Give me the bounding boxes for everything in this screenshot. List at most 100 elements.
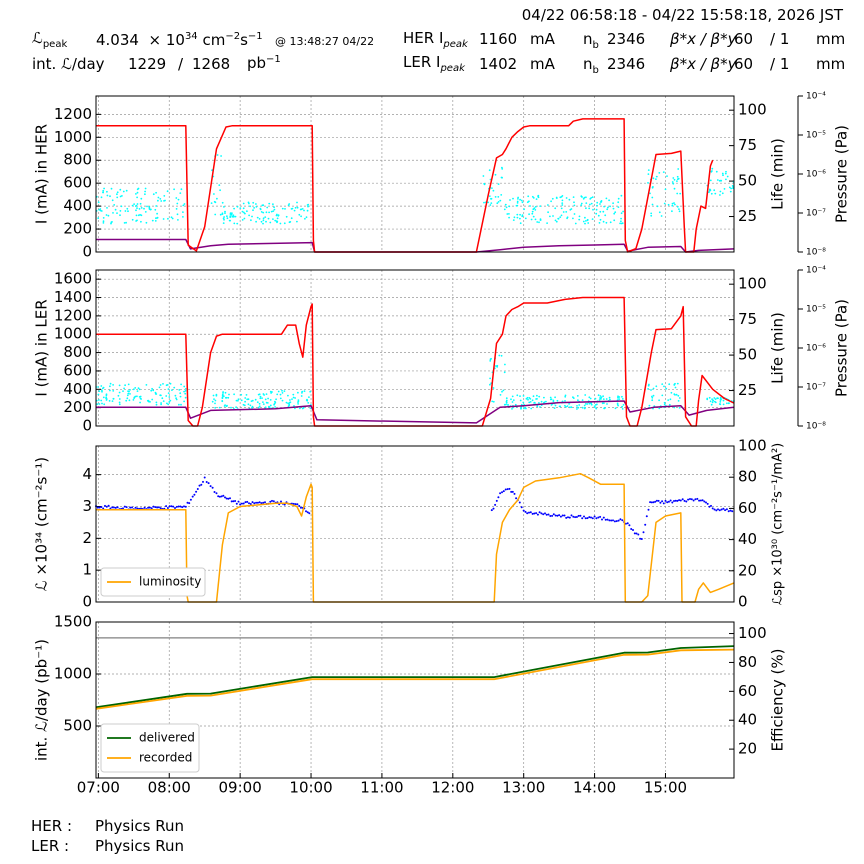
lifetime-point (224, 210, 226, 213)
lifetime-point (499, 394, 502, 396)
lifetime-point (521, 201, 524, 204)
lifetime-point (554, 207, 557, 210)
lifetime-point (170, 216, 173, 219)
lifetime-point (569, 208, 572, 211)
lifetime-point (529, 398, 532, 400)
lifetime-point (578, 218, 581, 221)
lifetime-point (516, 213, 519, 216)
lifetime-point (120, 205, 123, 208)
lifetime-point (663, 401, 666, 404)
lifetime-point (125, 399, 128, 402)
lifetime-point (565, 197, 568, 199)
specific-lumi-point (708, 505, 711, 508)
lifetime-point (167, 392, 170, 394)
lifetime-point (496, 202, 499, 205)
specific-lumi-point (713, 508, 716, 511)
lifetime-point (483, 182, 486, 185)
specific-lumi-point (637, 533, 640, 536)
lifetime-point (526, 396, 529, 399)
lifetime-point (676, 175, 679, 178)
specific-lumi-point (535, 512, 538, 515)
lifetime-point (223, 216, 226, 218)
lifetime-point (221, 396, 224, 399)
lifetime-point (519, 222, 522, 225)
specific-lumi-point (510, 490, 513, 493)
right-tick-label: 80 (738, 468, 757, 486)
specific-lumi-point (256, 501, 259, 504)
specific-lumi-point (232, 500, 235, 503)
lifetime-point (144, 190, 147, 193)
lifetime-point (101, 390, 103, 393)
specific-lumi-point (246, 500, 249, 503)
lifetime-point (182, 204, 185, 207)
lifetime-point (118, 384, 121, 387)
lifetime-point (221, 393, 224, 396)
specific-lumi-point (499, 492, 502, 495)
lifetime-point (138, 208, 141, 210)
specific-lumi-point (104, 504, 106, 507)
x-tick-label: 10:00 (289, 779, 332, 797)
lifetime-point (648, 404, 651, 407)
lifetime-point (613, 219, 616, 222)
pressure-tick-label: 10⁻⁷ (806, 383, 826, 393)
specific-lumi-point (179, 505, 182, 508)
specific-lumi-point (538, 511, 541, 514)
lifetime-point (727, 402, 730, 405)
lifetime-point (568, 198, 571, 201)
specific-lumi-point (107, 504, 110, 507)
lifetime-point (521, 215, 524, 218)
specific-lumi-point (237, 500, 240, 503)
lifetime-point (730, 187, 732, 190)
lifetime-point (265, 220, 267, 223)
lifetime-point (97, 217, 100, 220)
specific-lumi-point (96, 506, 99, 509)
lifetime-point (262, 401, 264, 403)
lifetime-point (491, 187, 493, 190)
y-tick-label: 800 (63, 151, 92, 169)
specific-lumi-point (296, 503, 299, 506)
lifetime-point (569, 406, 571, 409)
lifetime-point (650, 389, 652, 391)
specific-lumi-point (630, 528, 633, 530)
lifetime-point (524, 217, 527, 220)
lifetime-point (647, 182, 649, 184)
lifetime-point (664, 188, 667, 191)
right-tick-label: 20 (738, 740, 757, 758)
y-tick-label: 1200 (54, 105, 92, 123)
lpeak-time: @ 13:48:27 04/22 (275, 35, 375, 48)
lifetime-point (144, 211, 147, 213)
lifetime-point (221, 213, 224, 216)
lifetime-point (222, 217, 225, 220)
lifetime-point (118, 391, 121, 394)
lifetime-point (593, 405, 596, 408)
lifetime-point (222, 222, 225, 225)
specific-lumi-point (698, 499, 701, 502)
lifetime-point (289, 401, 292, 404)
specific-lumi-point (215, 492, 218, 495)
lifetime-point (306, 209, 309, 212)
specific-lumi-point (253, 502, 256, 505)
specific-lumi-point (610, 519, 613, 522)
lifetime-point (678, 210, 681, 213)
specific-lumi-point (495, 499, 498, 502)
lifetime-point (510, 398, 512, 401)
lifetime-point (608, 396, 611, 399)
specific-lumi-point (264, 501, 266, 504)
lifetime-point (285, 401, 288, 404)
specific-lumi-point (619, 518, 622, 521)
specific-lumi-point (183, 505, 185, 508)
lifetime-point (599, 218, 602, 221)
lifetime-point (250, 219, 252, 222)
lifetime-point (182, 216, 184, 218)
right-tick-label: 0 (738, 593, 748, 611)
her-peak-unit: mA (530, 30, 555, 48)
lifetime-point (501, 390, 503, 393)
lifetime-point (706, 397, 709, 400)
lifetime-point (499, 199, 502, 202)
legend-box (100, 723, 200, 773)
specific-lumi-point (559, 515, 562, 518)
specific-lumi-point (143, 506, 146, 509)
lifetime-point (301, 208, 304, 210)
specific-lumi-point (606, 518, 609, 521)
